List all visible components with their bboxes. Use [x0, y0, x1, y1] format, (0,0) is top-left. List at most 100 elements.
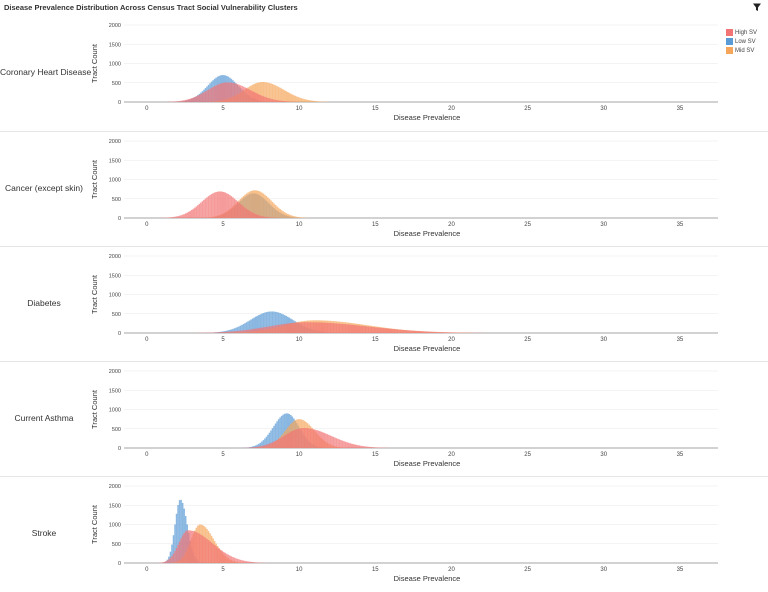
- histogram-bar: [258, 328, 260, 333]
- histogram-bar: [337, 324, 339, 333]
- legend-item[interactable]: Low SV: [726, 37, 762, 46]
- histogram-bar: [340, 324, 342, 333]
- histogram-bar: [253, 329, 255, 333]
- histogram-bar: [267, 217, 269, 218]
- x-tick-label: 30: [600, 337, 607, 343]
- histogram-bar: [217, 85, 219, 102]
- histogram-bar: [302, 322, 304, 333]
- histogram-bar: [183, 100, 185, 102]
- histogram-bar: [240, 560, 242, 563]
- histogram-bar: [336, 438, 338, 448]
- histogram-bar: [264, 97, 266, 102]
- histogram-bar: [229, 82, 231, 102]
- x-tick-label: 5: [221, 452, 225, 458]
- histogram-bar: [247, 561, 249, 563]
- histogram-bar: [292, 323, 294, 333]
- histogram-bar: [214, 193, 216, 218]
- histogram-bar: [214, 332, 216, 333]
- histogram-bar: [366, 326, 368, 333]
- y-tick-label: 1000: [109, 178, 121, 184]
- histogram-bar: [183, 533, 185, 563]
- histogram-bar: [218, 332, 220, 333]
- histogram-bar: [243, 87, 245, 102]
- histogram-bar: [324, 323, 326, 333]
- histogram-bar: [228, 332, 230, 333]
- histogram-bar: [299, 322, 301, 333]
- histogram-bar: [365, 446, 367, 448]
- x-tick-label: 15: [372, 567, 379, 573]
- histogram-bar: [229, 332, 231, 333]
- histogram-bar: [173, 217, 175, 218]
- histogram-bar: [205, 538, 207, 563]
- histogram-bar: [269, 199, 271, 218]
- histogram-bar: [263, 445, 265, 448]
- histogram-bar: [279, 101, 281, 102]
- histogram-bar: [435, 332, 437, 333]
- histogram-bar: [186, 100, 188, 102]
- histogram-bar: [319, 101, 321, 102]
- filter-icon[interactable]: [752, 2, 762, 12]
- histogram-bar: [273, 203, 275, 218]
- histogram-bar: [232, 331, 234, 333]
- x-tick-label: 20: [448, 106, 455, 112]
- histogram-bar: [214, 86, 216, 102]
- legend-swatch: [726, 29, 733, 36]
- y-axis-label: Tract Count: [90, 43, 99, 83]
- histogram-bar: [208, 196, 210, 218]
- histogram-bar: [433, 332, 435, 333]
- y-tick-label: 1000: [109, 62, 121, 68]
- histogram-bar: [327, 323, 329, 333]
- histogram-bar: [176, 101, 178, 102]
- histogram-bar: [267, 98, 269, 102]
- histogram-bar: [197, 96, 199, 102]
- histogram-bar: [410, 331, 412, 333]
- histogram-bar: [266, 196, 268, 218]
- histogram-bar: [359, 326, 361, 333]
- histogram-bar: [244, 208, 246, 218]
- histogram-bar: [345, 442, 347, 448]
- histogram-bar: [360, 326, 362, 333]
- histogram-bar: [258, 94, 260, 102]
- legend-item[interactable]: High SV: [726, 28, 762, 37]
- y-tick-label: 1500: [109, 42, 121, 48]
- histogram-bar: [170, 558, 172, 563]
- histogram-bar: [162, 562, 164, 563]
- y-tick-label: 2000: [109, 23, 121, 29]
- histogram-bar: [250, 329, 252, 333]
- histogram-bar: [351, 444, 353, 448]
- histogram-bar: [225, 193, 227, 218]
- histogram-bar: [257, 328, 259, 333]
- x-tick-label: 0: [145, 337, 149, 343]
- histogram-bar: [302, 99, 304, 102]
- legend-item[interactable]: Mid SV: [726, 46, 762, 55]
- histogram-bar: [273, 100, 275, 102]
- histogram-bar: [377, 447, 379, 448]
- x-tick-label: 0: [145, 222, 149, 228]
- histogram-bar: [191, 210, 193, 218]
- histogram-bar: [357, 325, 359, 333]
- histogram-bar: [263, 327, 265, 333]
- x-axis-label: Disease Prevalence: [394, 344, 461, 353]
- histogram-bar: [301, 98, 303, 102]
- histogram-bar: [295, 430, 297, 448]
- histogram-bar: [317, 322, 319, 333]
- histogram-bar: [215, 192, 217, 218]
- histogram-bar: [287, 92, 289, 102]
- histogram-bar: [226, 332, 228, 333]
- histogram-bar: [407, 330, 409, 333]
- histogram-bar: [255, 329, 257, 333]
- histogram-bar: [432, 332, 434, 333]
- histogram-bar: [223, 192, 225, 218]
- x-tick-label: 30: [600, 452, 607, 458]
- histogram-bar: [273, 85, 275, 102]
- histogram-bar: [176, 216, 178, 218]
- histogram-bar: [324, 433, 326, 448]
- histogram-bar: [272, 442, 274, 448]
- histogram-bar: [249, 562, 251, 563]
- x-tick-label: 0: [145, 452, 149, 458]
- histogram-bar: [258, 215, 260, 218]
- histogram-bar: [267, 197, 269, 218]
